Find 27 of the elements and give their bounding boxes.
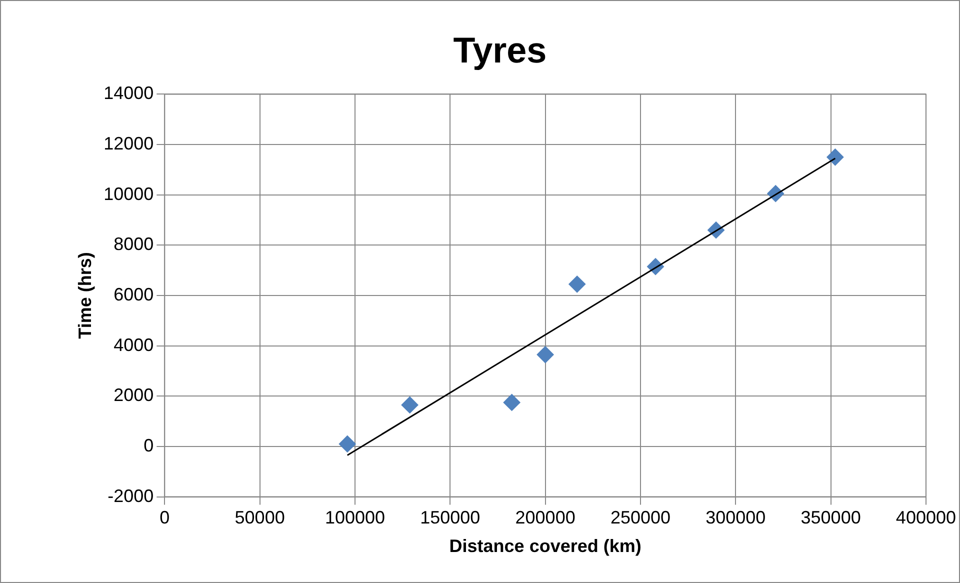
- x-tick-label: 400000: [896, 508, 956, 528]
- x-tick-label: 50000: [234, 508, 285, 528]
- y-tick-label: 14000: [104, 83, 154, 104]
- x-tick-label: 200000: [515, 508, 576, 528]
- point: [568, 276, 586, 293]
- y-tick-label: 8000: [114, 234, 154, 254]
- point: [338, 435, 356, 452]
- x-tick-label: 300000: [706, 508, 766, 528]
- y-tick-label: 2000: [114, 385, 154, 406]
- point: [401, 396, 418, 414]
- point: [536, 346, 554, 364]
- y-tick-label: -2000: [108, 486, 154, 506]
- y-tick-label: 10000: [104, 184, 154, 204]
- x-tick-label: 0: [160, 508, 170, 528]
- x-tick-label: 250000: [610, 508, 671, 528]
- chart-title: Tyres: [453, 30, 547, 71]
- point: [503, 394, 520, 411]
- x-axis-title: Distance covered (km): [449, 536, 642, 556]
- y-tick-label: 4000: [114, 334, 154, 355]
- y-tick-label: 6000: [114, 284, 154, 304]
- x-tick-label: 350000: [800, 508, 861, 528]
- point: [826, 148, 844, 166]
- y-tick-label: 0: [144, 435, 154, 456]
- y-axis-title: Time (hrs): [74, 252, 95, 339]
- y-tick-label: 12000: [104, 133, 154, 154]
- x-tick-label: 150000: [420, 508, 480, 528]
- x-tick-label: 100000: [324, 508, 386, 528]
